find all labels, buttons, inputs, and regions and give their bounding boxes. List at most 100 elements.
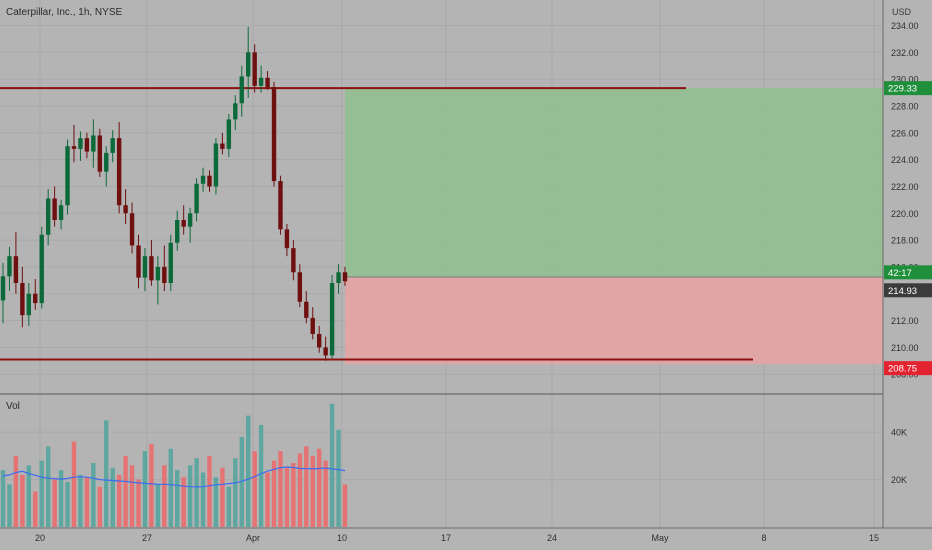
candle-body xyxy=(123,205,128,214)
candle-body xyxy=(310,317,315,334)
volume-bar xyxy=(323,460,328,527)
volume-bar xyxy=(110,467,115,527)
stop_loss-marker-label: 208.75 xyxy=(888,364,917,375)
volume-bar xyxy=(271,460,277,527)
time-tick-label: 20 xyxy=(35,533,45,543)
last_price-marker-label: 214.93 xyxy=(888,286,917,297)
candle-body xyxy=(187,213,193,227)
volume-bar xyxy=(97,486,102,527)
currency-label: USD xyxy=(892,7,912,17)
candle-body xyxy=(20,283,25,316)
candle-body xyxy=(52,198,57,220)
volume-bar xyxy=(284,467,290,527)
volume-bar xyxy=(116,474,122,527)
long-position-tool[interactable] xyxy=(345,88,883,365)
candle-body xyxy=(26,293,32,316)
volume-bar xyxy=(194,458,199,527)
volume-bar xyxy=(258,425,264,527)
price-tick-label: 230.00 xyxy=(891,75,919,85)
volume-bar xyxy=(13,455,19,527)
stop_loss-marker xyxy=(884,361,932,376)
volume-bar xyxy=(0,470,6,527)
candle-body xyxy=(271,87,277,182)
candle-body xyxy=(116,138,122,206)
candle-body xyxy=(149,256,154,281)
candle-body xyxy=(136,245,141,278)
candle-body xyxy=(323,347,328,356)
candle-body xyxy=(39,234,44,304)
profit-zone xyxy=(345,88,883,277)
price-tick-label: 212.00 xyxy=(891,316,919,326)
candle-body xyxy=(168,242,173,284)
volume-bar xyxy=(84,477,90,527)
candle-body xyxy=(91,135,96,152)
price-tick-label: 232.00 xyxy=(891,48,919,58)
time-tick-label: 15 xyxy=(869,533,879,543)
countdown-marker-label: 42:17 xyxy=(888,268,912,279)
price-tick-label: 234.00 xyxy=(891,21,919,31)
candle-body xyxy=(220,143,225,149)
chart-title: Caterpillar, Inc., 1h, NYSE xyxy=(6,7,123,18)
candle-body xyxy=(97,135,102,172)
candle-body xyxy=(142,256,148,278)
price-tick-label: 224.00 xyxy=(891,155,919,165)
price-tick-label: 218.00 xyxy=(891,236,919,246)
candle-body xyxy=(239,76,244,104)
candle-body xyxy=(78,138,83,149)
time-tick-label: 10 xyxy=(337,533,347,543)
volume-bar xyxy=(136,479,141,527)
volume-bar xyxy=(33,491,38,527)
candle-body xyxy=(233,103,238,120)
price-tick-label: 228.00 xyxy=(891,101,919,111)
volume-bar xyxy=(200,472,206,527)
volume-bar xyxy=(336,429,341,527)
volume-bar xyxy=(291,463,296,527)
volume-bar xyxy=(129,465,135,527)
volume-bar xyxy=(252,451,257,527)
volume-bar xyxy=(233,458,238,527)
volume-bar xyxy=(78,474,83,527)
volume-bar xyxy=(278,451,283,527)
volume-bar xyxy=(265,472,270,527)
candle-body xyxy=(13,256,19,284)
candle-body xyxy=(65,146,70,206)
volume-ma-line xyxy=(2,466,346,488)
volume-bar xyxy=(226,486,232,527)
candle-body xyxy=(110,138,115,153)
volume-bar xyxy=(142,451,148,527)
volume-bar xyxy=(181,477,186,527)
candle-body xyxy=(84,138,90,152)
volume-bar xyxy=(168,448,173,527)
take_profit-marker-label: 229.33 xyxy=(888,84,917,95)
candle-body xyxy=(278,181,283,230)
volume-tick-label: 20K xyxy=(891,475,907,485)
candles xyxy=(0,26,348,361)
volume-bar xyxy=(7,484,12,527)
volume-bar xyxy=(39,460,44,527)
last_price-marker xyxy=(884,283,932,298)
candle-body xyxy=(252,52,257,86)
candle-body xyxy=(155,266,161,281)
candle-body xyxy=(213,143,219,187)
candle-body xyxy=(265,77,270,88)
candle-body xyxy=(45,198,51,235)
volume-bar xyxy=(220,467,225,527)
horizontal-lines[interactable] xyxy=(0,87,753,361)
candle-body xyxy=(0,276,6,301)
time-tick-label: 8 xyxy=(761,533,766,543)
volume-bar xyxy=(297,453,303,527)
candle-body xyxy=(258,77,264,86)
countdown-marker xyxy=(884,265,932,280)
volume-bar xyxy=(65,481,70,527)
volume-bar xyxy=(20,474,25,527)
volume-bar xyxy=(310,455,315,527)
candle-body xyxy=(316,333,322,348)
volume-bar xyxy=(304,446,309,527)
volume-bar xyxy=(246,415,251,527)
candle-body xyxy=(71,146,77,149)
volume-bar xyxy=(58,470,64,527)
candle-body xyxy=(200,175,206,184)
time-tick-label: Apr xyxy=(246,533,260,543)
price-tick-label: 222.00 xyxy=(891,182,919,192)
